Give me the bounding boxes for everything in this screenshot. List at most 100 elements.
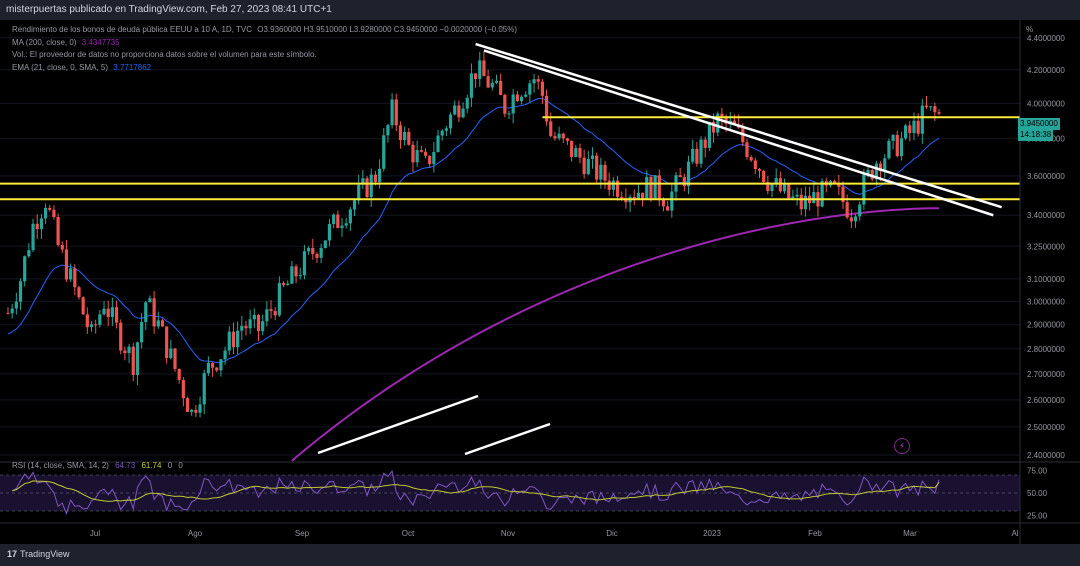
candle-body <box>373 174 377 183</box>
candle-body <box>499 80 503 95</box>
candle-body <box>933 106 937 113</box>
candle-body <box>636 192 641 199</box>
candle-body <box>361 178 365 185</box>
candle-body <box>720 113 724 118</box>
candle-body <box>908 125 912 134</box>
candle-body <box>503 94 507 114</box>
candle-body <box>524 94 528 97</box>
candle-body <box>866 169 870 175</box>
candle-body <box>390 99 394 126</box>
candle-body <box>924 105 929 108</box>
candle-body <box>436 135 440 153</box>
candle-body <box>177 369 181 381</box>
candle-body <box>795 194 799 197</box>
candle-body <box>323 240 327 248</box>
candle-body <box>745 142 749 158</box>
y-tick-label: 2.8000000 <box>1027 345 1065 354</box>
legend-title-row: Rendimiento de los bonos de deuda públic… <box>12 24 517 37</box>
candle-body <box>444 128 448 131</box>
candle-body <box>590 155 595 160</box>
flash-icon[interactable]: ⚡ <box>894 438 910 454</box>
candle-body <box>649 176 653 199</box>
candle-body <box>357 184 361 201</box>
candle-body <box>315 253 319 258</box>
ema21-line <box>7 97 940 364</box>
candle-body <box>812 192 816 204</box>
candle-body <box>553 136 557 139</box>
candle-body <box>23 256 27 282</box>
trendline-1 <box>475 42 1003 209</box>
candle-body <box>152 298 156 327</box>
candle-body <box>369 174 373 198</box>
candle-body <box>10 308 14 314</box>
candle-body <box>106 308 110 317</box>
candle-body <box>837 183 841 187</box>
candle-body <box>682 177 686 187</box>
chart[interactable]: 75.00 50.00 25.00 % 2.4000000 2.5000000 2.600… <box>0 20 1080 544</box>
candle-body <box>887 140 891 159</box>
candle-body <box>899 138 904 157</box>
candle-body <box>515 94 519 102</box>
rsi-axis-label: 50.00 <box>1027 489 1048 498</box>
candle-body <box>494 80 499 83</box>
candle-body <box>248 319 252 329</box>
candle-body <box>686 161 691 187</box>
candle-body <box>540 81 544 96</box>
x-tick-label: Al <box>1011 529 1018 538</box>
rsi-legend: RSI (14, close, SMA, 14, 2) 64.73 61.74 … <box>12 461 187 470</box>
candle-body <box>891 134 895 141</box>
candle-body <box>561 133 565 139</box>
candle-body <box>716 113 720 133</box>
candle-body <box>39 218 43 230</box>
bottom-bar: 17 TradingView <box>0 544 1080 566</box>
candle-body <box>89 324 94 328</box>
candle-body <box>557 133 561 139</box>
tradingview-logo[interactable]: 17 TradingView <box>7 549 70 559</box>
candle-body <box>507 113 511 115</box>
candle-body <box>48 207 52 210</box>
candle-body <box>474 73 478 80</box>
candle-body <box>160 320 165 327</box>
candle-body <box>202 373 206 405</box>
candle-body <box>281 283 286 286</box>
symbol-title: Rendimiento de los bonos de deuda públic… <box>12 25 252 34</box>
x-tick-label: Nov <box>501 529 515 538</box>
candle-body <box>574 148 578 158</box>
trendlines[interactable] <box>317 42 1003 456</box>
candle-body <box>114 307 119 323</box>
candle-body <box>206 362 210 374</box>
candle-body <box>803 195 808 210</box>
candle-body <box>611 180 615 190</box>
candle-body <box>582 157 586 175</box>
candle-body <box>757 169 762 171</box>
candle-body <box>482 60 486 77</box>
x-tick-label: 2023 <box>703 529 721 538</box>
candle-body <box>219 359 223 371</box>
candle-body <box>762 170 766 182</box>
last-price-badge: 3.9450000 <box>1018 118 1060 130</box>
rsi-panel: 75.00 50.00 25.00 <box>0 467 1048 521</box>
horizontal-levels[interactable] <box>0 116 1020 201</box>
top-bar: misterpuertas publicado en TradingView.c… <box>0 0 1080 20</box>
ma200-line <box>291 207 940 462</box>
rsi-extra-2: 0 <box>178 461 183 470</box>
candle-body <box>578 148 582 158</box>
candle-body <box>223 350 227 360</box>
candle-body <box>181 380 185 399</box>
rsi-sma-line <box>12 480 940 502</box>
candle-body <box>607 180 611 190</box>
candle-body <box>386 125 390 136</box>
candle-body <box>169 348 173 359</box>
candle-body <box>670 191 674 211</box>
candle-body <box>123 350 127 354</box>
candle-body <box>486 76 490 88</box>
ohlc-values: O3.9360000 H3.9510000 L3.9280000 C3.9450… <box>257 25 518 34</box>
candle-body <box>344 223 348 226</box>
y-tick-label: 2.4000000 <box>1027 451 1065 460</box>
candle-body <box>35 223 39 230</box>
candle-body <box>336 214 340 228</box>
candle-body <box>60 245 64 250</box>
candle-body <box>565 138 570 141</box>
candle-body <box>833 180 837 184</box>
ma200-path <box>291 207 940 462</box>
